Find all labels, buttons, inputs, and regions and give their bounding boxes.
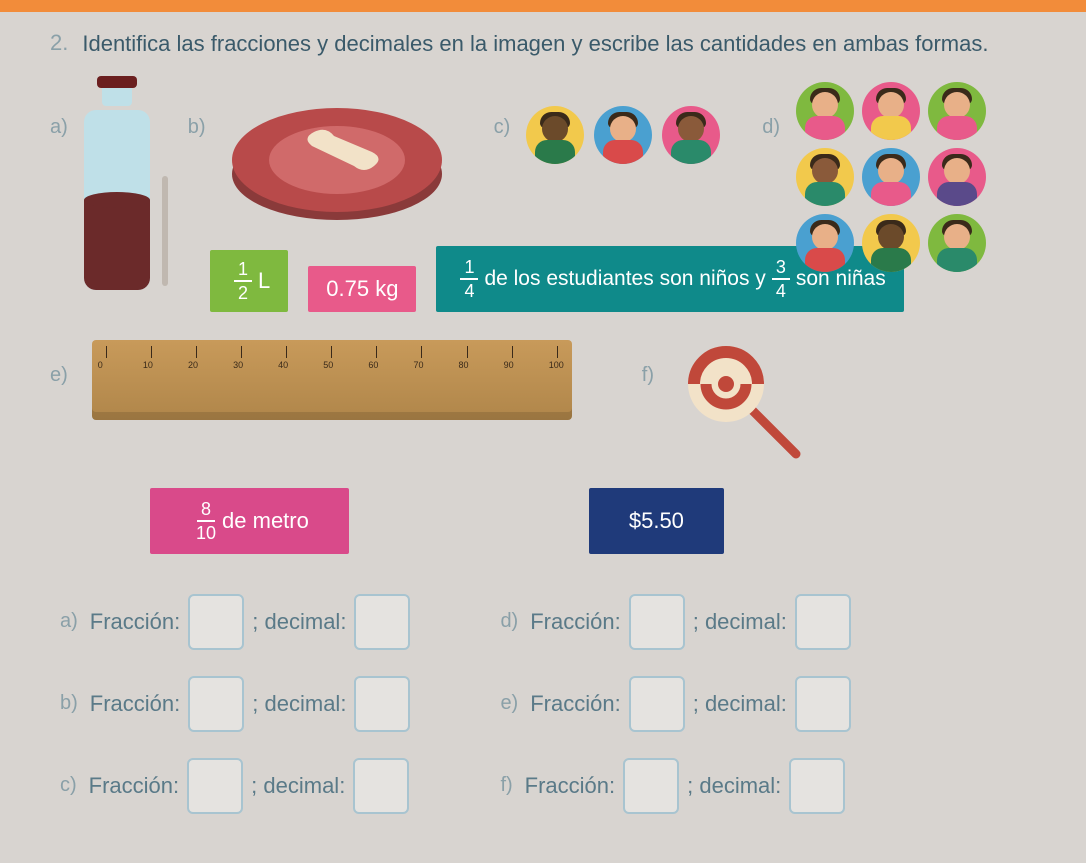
- answer-letter: a): [60, 610, 78, 633]
- unit-l: L: [258, 268, 270, 294]
- avatar: [594, 106, 652, 164]
- fraction-input-box[interactable]: [629, 676, 685, 732]
- ruler-ticks: 0 10 20 30 40 50 60 70 80 90 100: [106, 346, 558, 368]
- avatar: [526, 106, 584, 164]
- answer-letter: d): [500, 610, 518, 633]
- label-fraccion: Fracción:: [530, 609, 620, 635]
- label-decimal: ; decimal:: [687, 773, 781, 799]
- answer-row: b) Fracción: ; decimal:: [60, 676, 410, 732]
- answers-col-left: a) Fracción: ; decimal: b) Fracción: ; decima…: [60, 594, 410, 814]
- label-f: f): [642, 364, 654, 387]
- avatar: [862, 148, 920, 206]
- answer-letter: e): [500, 692, 518, 715]
- decimal-input-box[interactable]: [354, 676, 410, 732]
- tag-weight: 0.75 kg: [308, 266, 416, 312]
- fraction-input-box[interactable]: [623, 758, 679, 814]
- ruler-illustration: 0 10 20 30 40 50 60 70 80 90 100: [92, 340, 572, 420]
- question-number: 2.: [50, 30, 68, 58]
- fraction-1-4: 1 4: [460, 258, 478, 300]
- answer-row: c) Fracción: ; decimal:: [60, 758, 410, 814]
- answer-row: f) Fracción: ; decimal:: [500, 758, 850, 814]
- label-decimal: ; decimal:: [693, 691, 787, 717]
- avatar: [662, 106, 720, 164]
- bottle-fill: [84, 200, 150, 290]
- avatars-d: [796, 82, 986, 272]
- tag-half-litre: 1 2 L: [210, 250, 288, 312]
- ruler-tick: 40: [286, 346, 287, 358]
- question-text: Identifica las fracciones y decimales en…: [82, 30, 988, 58]
- top-accent-bar: [0, 0, 1086, 12]
- label-a: a): [50, 116, 68, 139]
- avatar: [928, 82, 986, 140]
- answer-row: a) Fracción: ; decimal:: [60, 594, 410, 650]
- label-fraccion: Fracción:: [530, 691, 620, 717]
- items-row-2: e) 0 10 20 30 40 50 60 70 80 90 100 f): [50, 340, 1046, 470]
- fraction-input-box[interactable]: [188, 594, 244, 650]
- avatar: [796, 214, 854, 272]
- label-decimal: ; decimal:: [251, 773, 345, 799]
- answer-letter: c): [60, 774, 77, 797]
- decimal-input-box[interactable]: [795, 676, 851, 732]
- worksheet-page: 2. Identifica las fracciones y decimales…: [0, 12, 1086, 834]
- question-row: 2. Identifica las fracciones y decimales…: [50, 30, 1046, 58]
- lollipop-illustration: [678, 340, 818, 470]
- answer-row: e) Fracción: ; decimal:: [500, 676, 850, 732]
- label-e: e): [50, 364, 68, 387]
- avatar: [928, 148, 986, 206]
- avatar: [862, 214, 920, 272]
- bottle-body: [84, 110, 150, 290]
- decimal-input-box[interactable]: [354, 594, 410, 650]
- fraction-input-box[interactable]: [629, 594, 685, 650]
- ruler-tick: 100: [557, 346, 558, 358]
- bottle-illustration: [84, 76, 150, 296]
- avatar: [862, 82, 920, 140]
- fraction-input-box[interactable]: [188, 676, 244, 732]
- answers-col-right: d) Fracción: ; decimal: e) Fracción: ; decima…: [500, 594, 850, 814]
- label-fraccion: Fracción:: [90, 691, 180, 717]
- answer-row: d) Fracción: ; decimal:: [500, 594, 850, 650]
- tag-price: $5.50: [589, 488, 724, 554]
- ruler-tick: 10: [151, 346, 152, 358]
- decimal-input-box[interactable]: [795, 594, 851, 650]
- ruler-tick: 60: [376, 346, 377, 358]
- fraction-input-box[interactable]: [187, 758, 243, 814]
- decimal-input-box[interactable]: [353, 758, 409, 814]
- tag-ruler: 8 10 de metro: [150, 488, 349, 554]
- avatars-c: [526, 106, 720, 164]
- label-decimal: ; decimal:: [693, 609, 787, 635]
- label-decimal: ; decimal:: [252, 691, 346, 717]
- text-de-metro: de metro: [222, 508, 309, 534]
- avatar: [928, 214, 986, 272]
- avatar: [796, 148, 854, 206]
- meat-illustration: [222, 96, 452, 226]
- bottle-neck: [102, 88, 132, 106]
- label-fraccion: Fracción:: [89, 773, 179, 799]
- label-fraccion: Fracción:: [525, 773, 615, 799]
- ruler-tick: 80: [467, 346, 468, 358]
- ruler-tick: 70: [421, 346, 422, 358]
- label-b: b): [188, 116, 206, 139]
- bottle-gauge: [162, 176, 168, 286]
- ruler-tick: 20: [196, 346, 197, 358]
- ruler-tick: 90: [512, 346, 513, 358]
- text-mid1: de los estudiantes son niños y: [484, 267, 765, 291]
- answers-section: a) Fracción: ; decimal: b) Fracción: ; decima…: [60, 594, 1046, 814]
- avatar: [796, 82, 854, 140]
- answer-letter: f): [500, 774, 512, 797]
- ruler-tick: 0: [106, 346, 107, 358]
- tags-row-2: 8 10 de metro $5.50: [150, 488, 1046, 554]
- fraction-3-4: 3 4: [772, 258, 790, 300]
- fraction-half: 1 2: [234, 260, 252, 302]
- label-fraccion: Fracción:: [90, 609, 180, 635]
- fraction-8-10: 8 10: [196, 500, 216, 542]
- decimal-input-box[interactable]: [789, 758, 845, 814]
- bottle-cap: [97, 76, 137, 88]
- label-c: c): [494, 116, 511, 139]
- ruler-tick: 50: [331, 346, 332, 358]
- answer-letter: b): [60, 692, 78, 715]
- label-d: d): [762, 116, 780, 139]
- ruler-tick: 30: [241, 346, 242, 358]
- label-decimal: ; decimal:: [252, 609, 346, 635]
